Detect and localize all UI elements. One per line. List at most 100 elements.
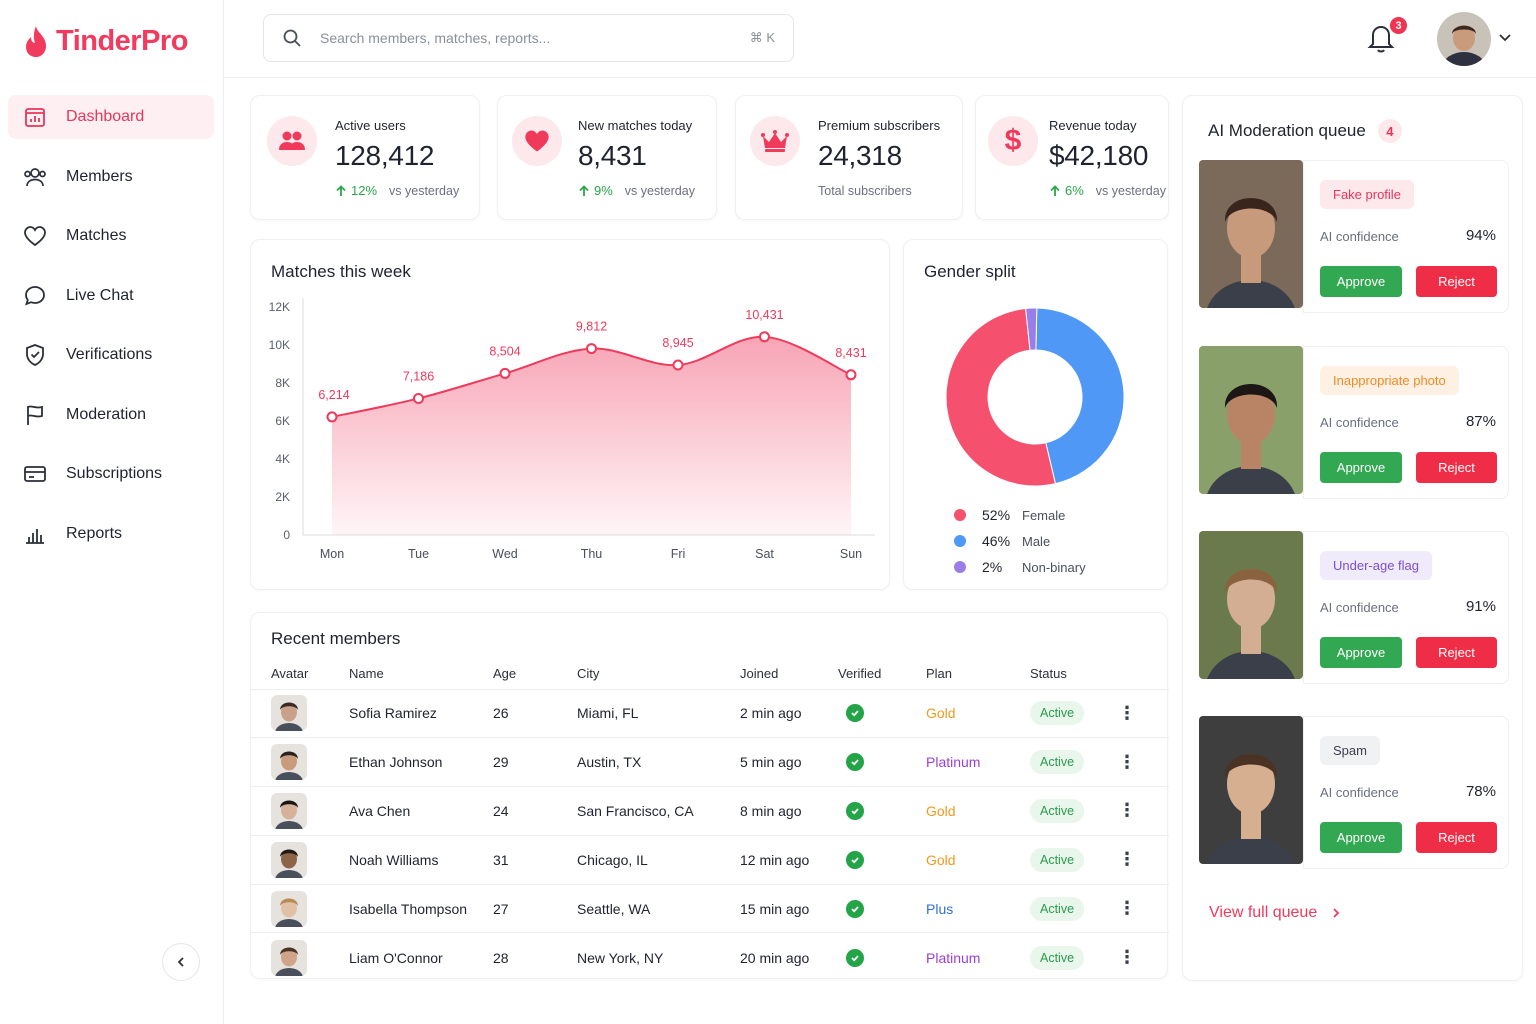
- bell-icon: [1367, 25, 1395, 53]
- column-header: Joined: [728, 659, 838, 690]
- view-full-queue-link[interactable]: View full queue: [1209, 904, 1341, 922]
- sidebar-item-moderation[interactable]: Moderation: [8, 393, 214, 437]
- x-tick-label: Mon: [320, 547, 344, 561]
- stat-trend: 12% vs yesterday: [335, 183, 459, 198]
- sidebar-item-dashboard[interactable]: Dashboard: [8, 95, 214, 139]
- search-input[interactable]: [320, 30, 750, 46]
- flagged-photo[interactable]: [1199, 716, 1303, 864]
- table-row[interactable]: Liam O'Connor 28 New York, NY 20 min ago Pla…: [251, 933, 1169, 982]
- shield-check-icon: [22, 342, 48, 368]
- table-row[interactable]: Ethan Johnson 29 Austin, TX 5 min ago Platin…: [251, 737, 1169, 788]
- member-plan: Gold: [926, 835, 1030, 885]
- member-name: Sofia Ramirez: [349, 689, 493, 739]
- data-point[interactable]: [326, 411, 338, 423]
- sidebar-item-verifications[interactable]: Verifications: [8, 333, 214, 377]
- members-table: Avatar Name Age City Joined Verified Pla…: [251, 659, 1169, 982]
- member-age: 27: [493, 884, 573, 934]
- flagged-photo[interactable]: [1199, 346, 1303, 494]
- search-bar[interactable]: ⌘ K: [263, 14, 794, 62]
- data-point[interactable]: [499, 367, 511, 379]
- verified-cell: [838, 835, 926, 885]
- approve-button[interactable]: Approve: [1320, 637, 1402, 668]
- table-row[interactable]: Sofia Ramirez 26 Miami, FL 2 min ago Gold Act…: [251, 689, 1169, 739]
- donut-slice-non-binary[interactable]: [1025, 307, 1038, 351]
- legend-item-female: 52% Female: [954, 502, 1086, 528]
- data-point[interactable]: [845, 369, 857, 381]
- reject-button[interactable]: Reject: [1416, 637, 1497, 668]
- check-circle-icon: [846, 850, 864, 869]
- donut-slice-male[interactable]: [1035, 307, 1125, 485]
- sidebar-item-label: Matches: [66, 227, 127, 244]
- sidebar-item-subscriptions[interactable]: Subscriptions: [8, 452, 214, 496]
- stat-trend-note: vs yesterday: [1095, 183, 1166, 198]
- stat-card-active-users: Active users 128,412 12% vs yesterday: [250, 95, 480, 220]
- approve-button[interactable]: Approve: [1320, 822, 1402, 853]
- table-row[interactable]: Ava Chen 24 San Francisco, CA 8 min ago Gold…: [251, 786, 1169, 836]
- stat-label: Active users: [335, 118, 406, 133]
- view-full-queue-label: View full queue: [1209, 904, 1318, 921]
- more-vertical-icon[interactable]: ⋮: [1118, 849, 1136, 870]
- x-tick-label: Sat: [755, 547, 774, 561]
- confidence-value: 94%: [1465, 227, 1496, 244]
- member-city: Seattle, WA: [573, 884, 728, 934]
- member-avatar: [271, 744, 307, 781]
- more-vertical-icon[interactable]: ⋮: [1118, 702, 1136, 723]
- data-point[interactable]: [759, 331, 770, 343]
- stat-card-revenue: $ Revenue today $42,180 6% vs yesterday: [975, 95, 1169, 220]
- member-name: Isabella Thompson: [349, 884, 493, 934]
- sidebar-item-matches[interactable]: Matches: [8, 214, 214, 258]
- row-actions[interactable]: ⋮: [1118, 884, 1169, 934]
- check-circle-icon: [846, 753, 864, 772]
- avatar-cell: [251, 689, 349, 739]
- approve-button[interactable]: Approve: [1320, 452, 1402, 483]
- stat-subtext: Total subscribers: [818, 184, 912, 198]
- collapse-sidebar-button[interactable]: [162, 943, 200, 981]
- sidebar-item-reports[interactable]: Reports: [8, 512, 214, 556]
- moderation-item: Fake profile AI confidence 94% Approve Rejec…: [1199, 160, 1509, 313]
- sidebar-item-label: Live Chat: [66, 286, 134, 304]
- data-label: 8,945: [662, 336, 693, 350]
- stat-value: 24,318: [818, 140, 902, 171]
- sidebar-item-members[interactable]: Members: [8, 155, 214, 199]
- reject-button[interactable]: Reject: [1416, 452, 1497, 483]
- more-vertical-icon[interactable]: ⋮: [1118, 800, 1136, 821]
- approve-button[interactable]: Approve: [1320, 266, 1402, 297]
- table-row[interactable]: Noah Williams 31 Chicago, IL 12 min ago Gold…: [251, 835, 1169, 885]
- search-icon: [283, 29, 301, 47]
- chart-title: Matches this week: [271, 262, 411, 281]
- sidebar-item-live-chat[interactable]: Live Chat: [8, 274, 214, 318]
- row-actions[interactable]: ⋮: [1118, 689, 1169, 739]
- chevron-left-icon: [177, 957, 184, 967]
- member-avatar: [271, 695, 307, 732]
- row-actions[interactable]: ⋮: [1118, 737, 1169, 788]
- arrow-up-icon: [1050, 184, 1060, 196]
- row-actions[interactable]: ⋮: [1118, 835, 1169, 885]
- flagged-photo[interactable]: [1199, 160, 1303, 308]
- notifications-button[interactable]: [1366, 22, 1398, 56]
- more-vertical-icon[interactable]: ⋮: [1118, 751, 1136, 772]
- row-actions[interactable]: ⋮: [1118, 933, 1169, 982]
- reject-button[interactable]: Reject: [1416, 822, 1497, 853]
- chevron-down-icon[interactable]: [1498, 30, 1512, 49]
- flagged-photo[interactable]: [1199, 531, 1303, 679]
- member-joined: 5 min ago: [728, 737, 838, 788]
- status-cell: Active: [1030, 737, 1118, 788]
- crown-icon: [750, 116, 800, 166]
- app-name: TinderPro: [56, 24, 188, 57]
- data-point[interactable]: [413, 392, 424, 404]
- moderation-details: Fake profile AI confidence 94% Approve Rejec…: [1303, 160, 1509, 313]
- moderation-count-badge: 4: [1377, 119, 1402, 143]
- more-vertical-icon[interactable]: ⋮: [1118, 898, 1136, 919]
- data-point[interactable]: [672, 359, 684, 371]
- donut-slice-female[interactable]: [945, 307, 1057, 487]
- more-vertical-icon[interactable]: ⋮: [1118, 947, 1136, 968]
- row-actions[interactable]: ⋮: [1118, 786, 1169, 836]
- user-avatar[interactable]: [1437, 12, 1491, 66]
- stat-trend: 9% vs yesterday: [578, 183, 695, 198]
- flag-tag: Spam: [1320, 736, 1380, 765]
- app-logo[interactable]: TinderPro: [22, 24, 188, 58]
- column-header: Status: [1030, 659, 1118, 690]
- table-row[interactable]: Isabella Thompson 27 Seattle, WA 15 min ago…: [251, 884, 1169, 934]
- reject-button[interactable]: Reject: [1416, 266, 1497, 297]
- data-point[interactable]: [586, 343, 597, 355]
